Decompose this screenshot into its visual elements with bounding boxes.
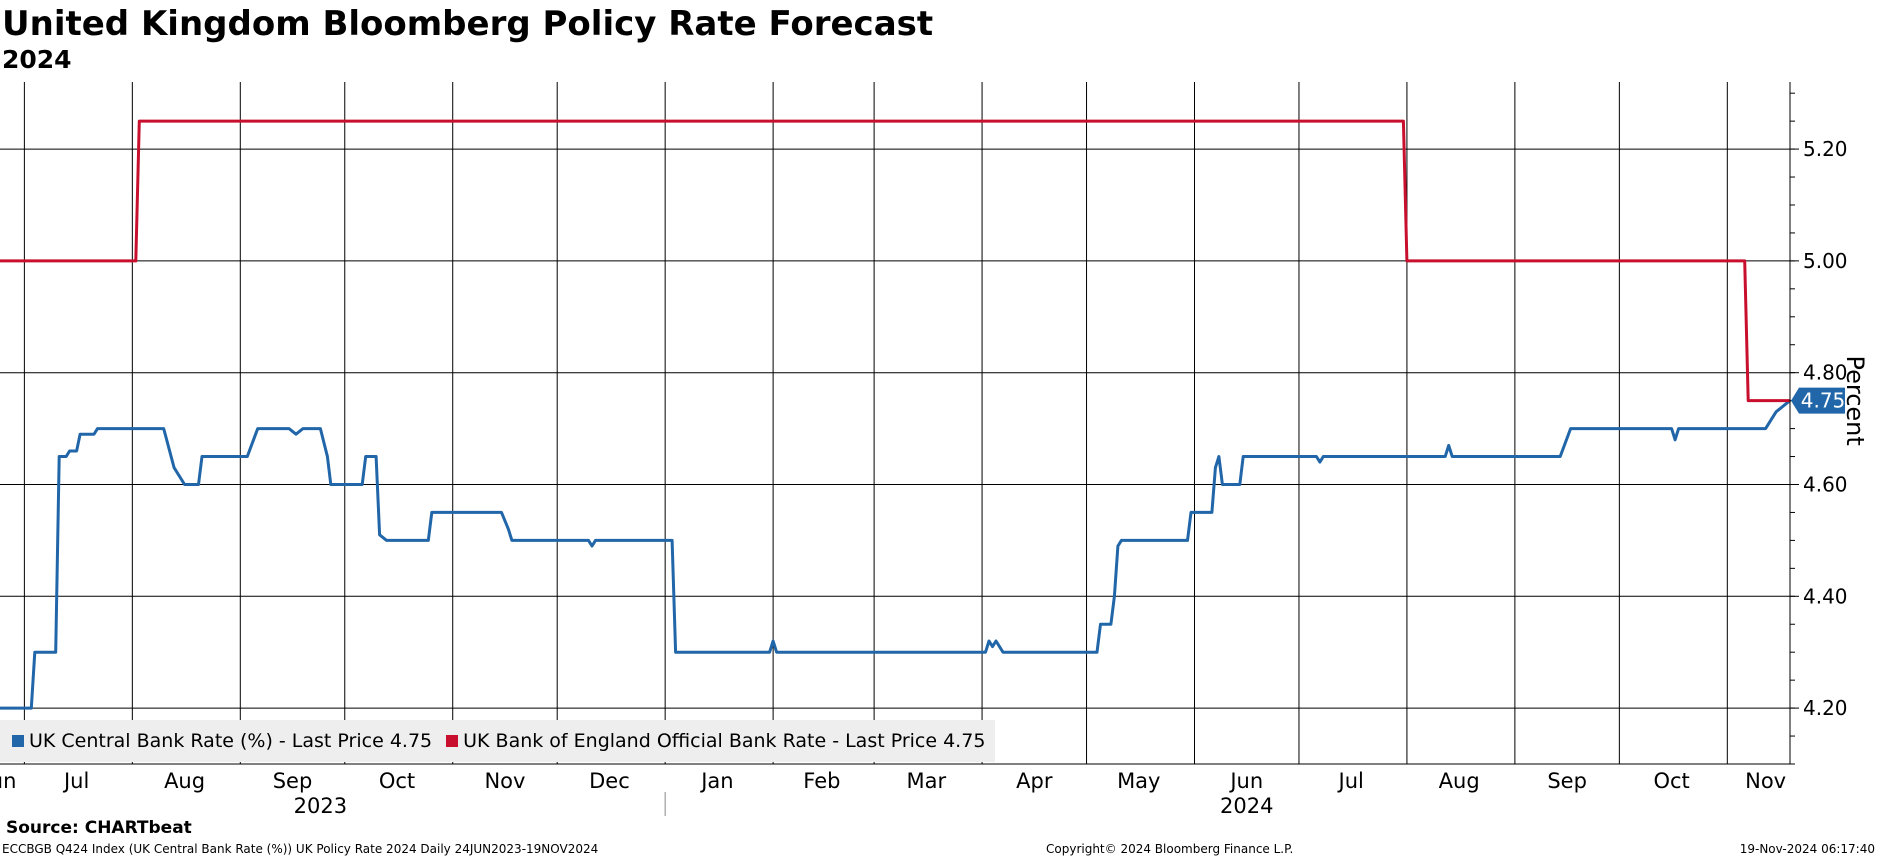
x-tick-label: Aug xyxy=(1439,769,1480,793)
y-tick-label: 5.00 xyxy=(1803,249,1848,273)
year-label: 2024 xyxy=(1220,794,1273,818)
axes xyxy=(0,82,1845,816)
legend-swatch-red xyxy=(446,735,459,747)
x-tick-label: Jun xyxy=(0,769,16,793)
x-tick-label: Oct xyxy=(379,769,415,793)
y-tick-label: 4.80 xyxy=(1803,361,1848,385)
y-tick-label: 4.40 xyxy=(1803,584,1848,608)
footer-timestamp: 19-Nov-2024 06:17:40 xyxy=(1739,842,1875,856)
x-tick-label: Jan xyxy=(699,769,733,793)
x-tick-label: Jul xyxy=(1337,769,1364,793)
x-tick-label: Jul xyxy=(62,769,89,793)
chart-subtitle: 2024 xyxy=(2,45,72,74)
y-tick-label: 4.20 xyxy=(1803,696,1848,720)
tick-labels: 4.20 4.40 4.60 4.80 5.00 5.20 Jun Jul Aug Sep Oct N… xyxy=(0,137,1869,818)
x-tick-label: Apr xyxy=(1016,769,1053,793)
series-line-central-bank-rate xyxy=(0,399,1791,710)
x-tick-label: May xyxy=(1117,769,1160,793)
source-note: Source: CHARTbeat xyxy=(6,818,192,838)
x-tick-label: Nov xyxy=(1745,769,1786,793)
legend-item-central-bank-rate: UK Central Bank Rate (%) - Last Price 4.… xyxy=(12,730,432,752)
x-tick-label: Nov xyxy=(484,769,525,793)
x-tick-label: Dec xyxy=(589,769,630,793)
series-line-official-bank-rate xyxy=(0,119,1790,403)
y-tick-label: 4.60 xyxy=(1803,472,1848,496)
legend-item-official-bank-rate: UK Bank of England Official Bank Rate - … xyxy=(446,730,985,752)
y-tick-label: 5.20 xyxy=(1803,137,1848,161)
x-tick-label: Aug xyxy=(164,769,205,793)
legend-label: UK Bank of England Official Bank Rate - … xyxy=(463,730,986,752)
last-price-callout xyxy=(1791,387,1845,414)
legend-swatch-blue xyxy=(12,735,24,747)
x-tick-label: Mar xyxy=(907,769,947,793)
series-layer xyxy=(0,119,1791,710)
x-tick-label: Feb xyxy=(803,769,840,793)
last-price-label: 4.75 xyxy=(1801,389,1846,413)
chart-title: United Kingdom Bloomberg Policy Rate For… xyxy=(2,4,934,44)
x-tick-label: Jun xyxy=(1228,769,1263,793)
footer-ticker-info: ECCBGB Q424 Index (UK Central Bank Rate … xyxy=(2,842,599,856)
legend-label: UK Central Bank Rate (%) - Last Price 4.… xyxy=(29,730,433,752)
x-tick-label: Oct xyxy=(1653,769,1689,793)
legend: UK Central Bank Rate (%) - Last Price 4.… xyxy=(0,720,996,762)
year-label: 2023 xyxy=(294,794,347,818)
grid xyxy=(0,82,1790,764)
footer-copyright: Copyright© 2024 Bloomberg Finance L.P. xyxy=(1046,842,1294,856)
x-tick-label: Sep xyxy=(273,769,313,793)
x-tick-label: Sep xyxy=(1547,769,1587,793)
y-axis-title: Percent xyxy=(1841,355,1869,445)
